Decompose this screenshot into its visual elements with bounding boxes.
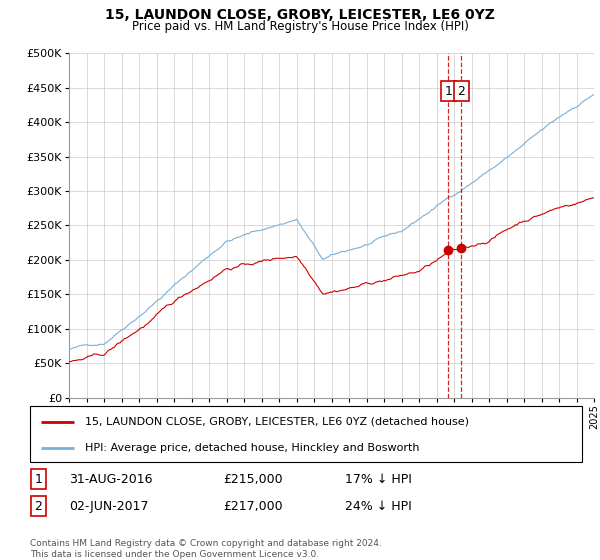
Text: 1: 1: [444, 85, 452, 97]
Text: Contains HM Land Registry data © Crown copyright and database right 2024.
This d: Contains HM Land Registry data © Crown c…: [30, 539, 382, 559]
Text: 17% ↓ HPI: 17% ↓ HPI: [344, 473, 412, 486]
Text: 1: 1: [34, 473, 42, 486]
Text: 15, LAUNDON CLOSE, GROBY, LEICESTER, LE6 0YZ: 15, LAUNDON CLOSE, GROBY, LEICESTER, LE6…: [105, 8, 495, 22]
Text: 02-JUN-2017: 02-JUN-2017: [68, 500, 148, 513]
Text: Price paid vs. HM Land Registry's House Price Index (HPI): Price paid vs. HM Land Registry's House …: [131, 20, 469, 32]
Text: 2: 2: [34, 500, 42, 513]
Text: 2: 2: [457, 85, 465, 97]
Text: £217,000: £217,000: [223, 500, 283, 513]
Text: 31-AUG-2016: 31-AUG-2016: [68, 473, 152, 486]
Text: 15, LAUNDON CLOSE, GROBY, LEICESTER, LE6 0YZ (detached house): 15, LAUNDON CLOSE, GROBY, LEICESTER, LE6…: [85, 417, 469, 427]
Text: 24% ↓ HPI: 24% ↓ HPI: [344, 500, 412, 513]
Text: HPI: Average price, detached house, Hinckley and Bosworth: HPI: Average price, detached house, Hinc…: [85, 443, 420, 453]
Text: £215,000: £215,000: [223, 473, 283, 486]
FancyBboxPatch shape: [30, 406, 582, 462]
